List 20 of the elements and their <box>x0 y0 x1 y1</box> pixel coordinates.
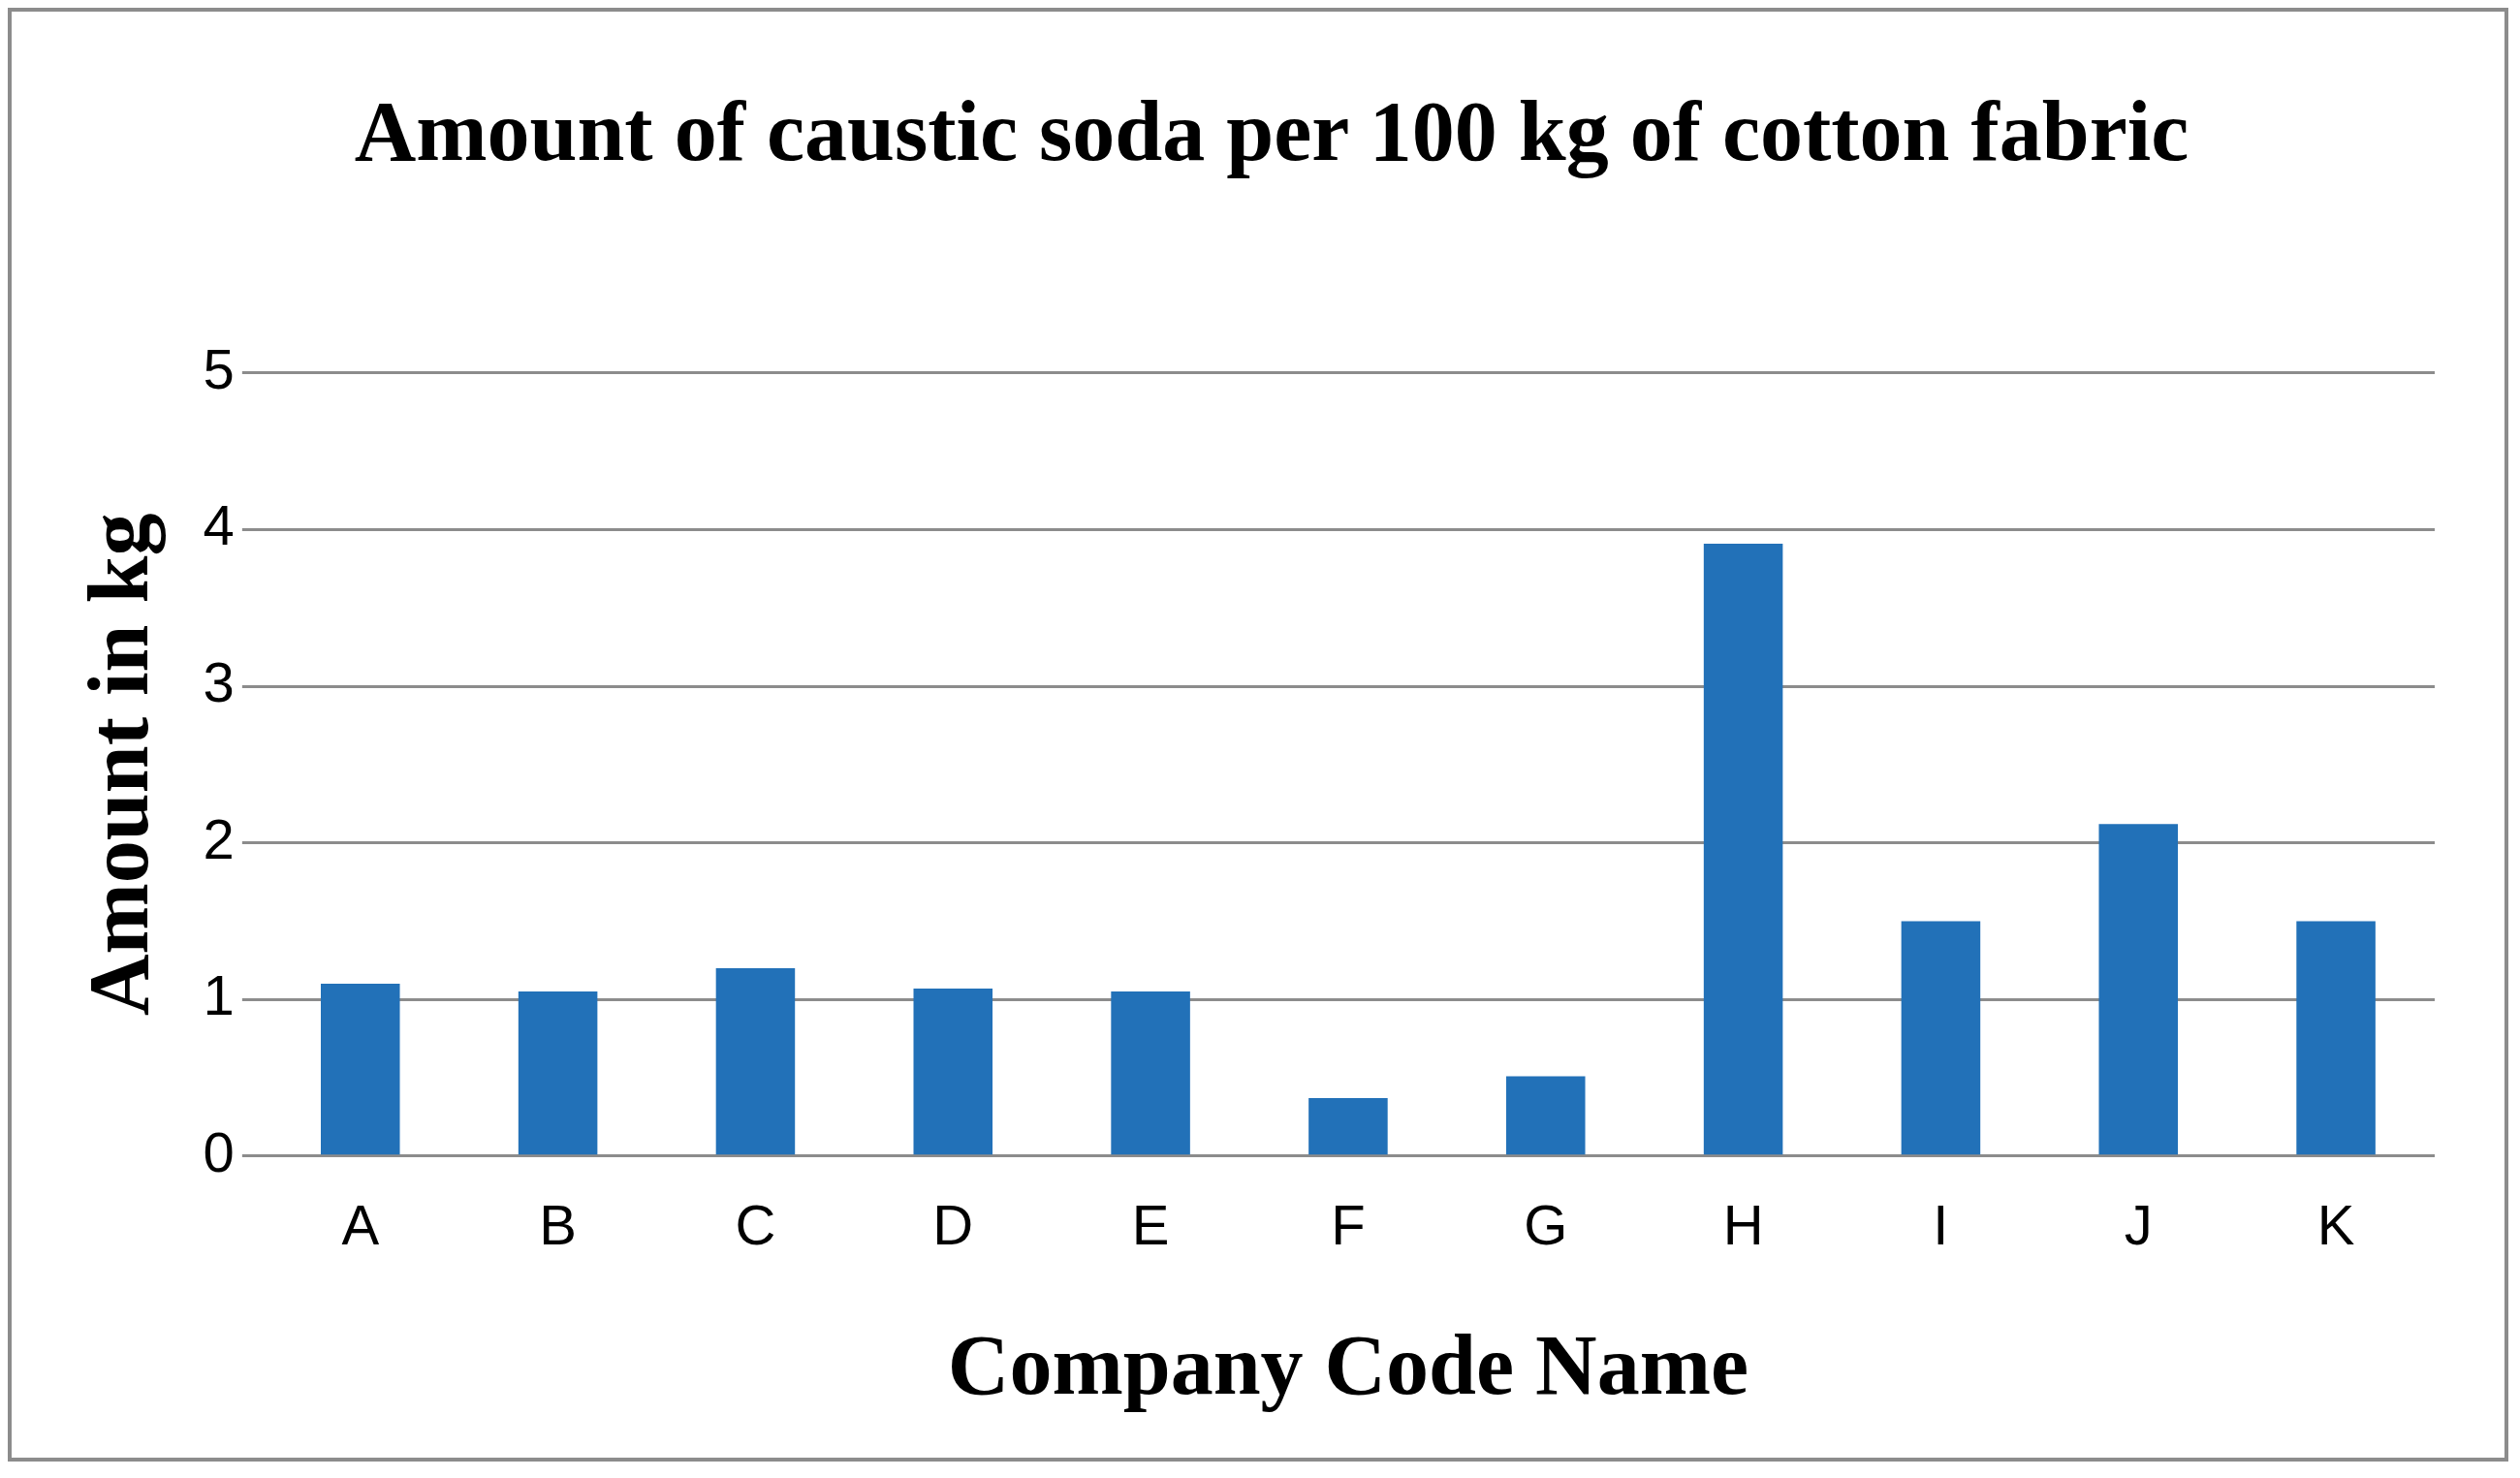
y-tick-label: 0 <box>203 1119 235 1183</box>
y-tick-label: 5 <box>203 336 235 400</box>
y-tick-label: 1 <box>203 963 235 1027</box>
y-tick-label: 2 <box>203 806 235 870</box>
x-tick-label: J <box>2124 1192 2153 1256</box>
x-tick-label: I <box>1933 1192 1949 1256</box>
x-tick-label: K <box>2316 1192 2355 1256</box>
x-tick-label: C <box>735 1192 776 1256</box>
x-tick-label: G <box>1524 1192 1568 1256</box>
x-tick-label: F <box>1331 1192 1366 1256</box>
y-tick-label: 4 <box>203 493 235 557</box>
x-tick-label: A <box>341 1192 380 1256</box>
chart-title: Amount of caustic soda per 100 kg of cotton fabric <box>353 83 2190 180</box>
x-tick-label: D <box>932 1192 974 1256</box>
x-tick-label: B <box>539 1192 577 1256</box>
x-tick-label: E <box>1131 1192 1170 1256</box>
y-axis-title: Amount in kg <box>71 513 166 1016</box>
y-tick-label: 3 <box>203 650 235 713</box>
x-axis-title: Company Code Name <box>947 1317 1749 1412</box>
x-tick-label: H <box>1722 1192 1764 1256</box>
